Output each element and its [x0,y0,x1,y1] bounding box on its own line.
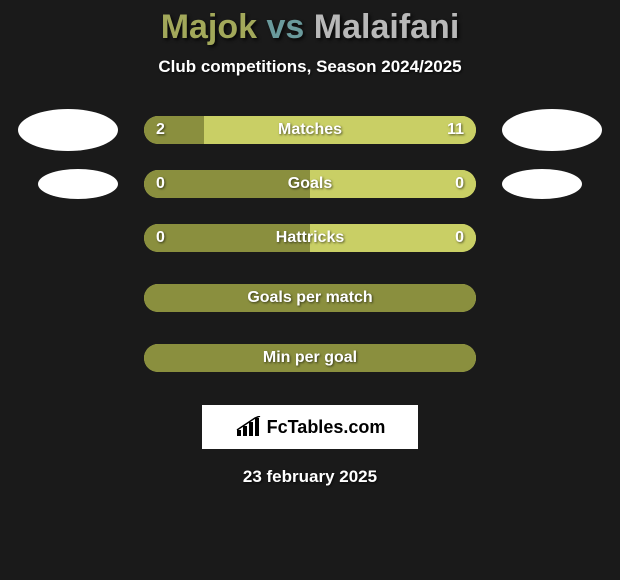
title-player1: Majok [161,8,257,46]
date-text: 23 february 2025 [243,467,377,487]
stats-block: 2 11 Matches 0 0 Goals 0 0 Hattricks Goals per ma… [0,109,620,379]
stat-value-left: 0 [156,229,165,247]
avatar-right [502,109,602,151]
stat-label: Goals per match [247,289,372,307]
stat-bar: Min per goal [144,344,476,372]
stat-value-right: 11 [447,121,464,139]
avatar-right [502,169,582,199]
avatar-left [18,109,118,151]
stat-bar: 2 11 Matches [144,116,476,144]
brand-box: FcTables.com [202,405,418,449]
stat-bar: 0 0 Hattricks [144,224,476,252]
title-player2: Malaifani [314,8,459,46]
stat-bar: Goals per match [144,284,476,312]
avatar-left [38,169,118,199]
stat-label: Min per goal [263,349,357,367]
stat-row: Goals per match [0,277,620,319]
stat-label: Matches [278,121,342,139]
stat-row: 2 11 Matches [0,109,620,151]
stat-row: 0 0 Hattricks [0,217,620,259]
stat-bar-right-fill [310,170,476,198]
infographic-root: Majok vs Malaifani Club competitions, Se… [0,0,620,487]
stat-row: 0 0 Goals [0,169,620,199]
stat-bar-left-fill [144,170,310,198]
stat-bar-left-fill [144,116,204,144]
stat-bar: 0 0 Goals [144,170,476,198]
page-title: Majok vs Malaifani [161,8,460,47]
stat-value-left: 0 [156,175,165,193]
stat-value-left: 2 [156,121,165,139]
stat-label: Goals [288,175,332,193]
brand-text: FcTables.com [267,417,386,438]
bar-chart-icon [235,416,261,438]
stat-value-right: 0 [455,229,464,247]
stat-label: Hattricks [276,229,344,247]
title-vs: vs [267,8,305,46]
subtitle: Club competitions, Season 2024/2025 [158,57,461,77]
stat-value-right: 0 [455,175,464,193]
stat-row: Min per goal [0,337,620,379]
